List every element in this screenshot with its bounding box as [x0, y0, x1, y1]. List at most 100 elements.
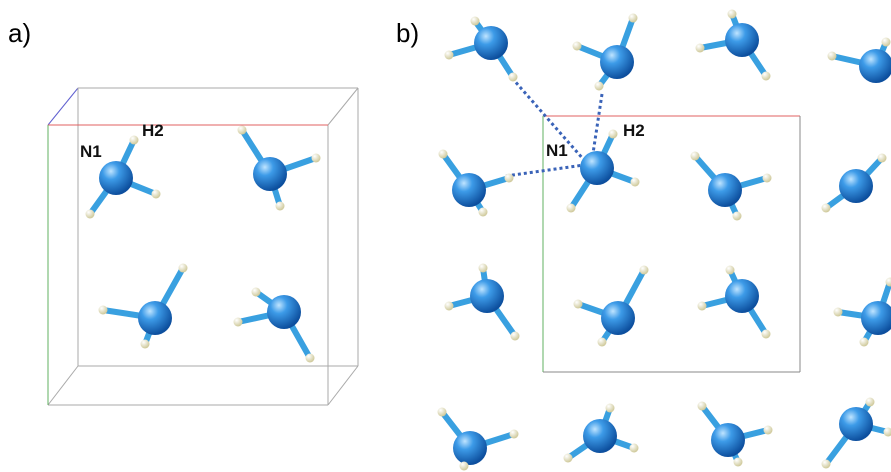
- nitrogen-atom: [725, 23, 759, 57]
- hydrogen-atom: [510, 331, 520, 341]
- hydrogen-atom: [821, 203, 831, 213]
- atom-label-n1: N1: [80, 142, 102, 161]
- ammonia-molecule: [821, 397, 891, 469]
- molecules-panel-b: [437, 9, 891, 471]
- ammonia-molecule: [827, 37, 891, 83]
- ammonia-molecule: [572, 13, 638, 91]
- hydrogen-atom: [821, 459, 831, 469]
- hydrogen-atom: [827, 51, 837, 61]
- hydrogen-atom: [566, 203, 576, 213]
- nitrogen-atom: [99, 161, 133, 195]
- hydrogen-atom: [311, 153, 321, 163]
- hydrogen-atom: [478, 263, 488, 273]
- hydrogen-atom: [629, 443, 639, 453]
- ammonia-molecule: [85, 135, 161, 219]
- hydrogen-atom: [727, 9, 737, 19]
- nitrogen-atom: [839, 407, 873, 441]
- nitrogen-atom: [861, 301, 891, 335]
- hydrogen-atom: [762, 173, 772, 183]
- ammonia-molecule: [695, 9, 771, 81]
- hydrogen-atom: [761, 329, 771, 339]
- hydrogen-atom: [630, 177, 640, 187]
- hydrogen-atom: [444, 301, 454, 311]
- hydrogen-atom: [237, 125, 247, 135]
- hydrogen-atom: [478, 207, 488, 217]
- ammonia-molecule: [573, 265, 649, 347]
- hydrogen-atom: [509, 429, 519, 439]
- nitrogen-atom: [138, 301, 172, 335]
- hydrogen-bonds: [505, 77, 604, 178]
- cell-edge: [47, 365, 79, 406]
- cell-edge: [327, 365, 359, 406]
- hydrogen-atom: [608, 129, 618, 139]
- hydrogen-atom: [305, 353, 315, 363]
- nitrogen-atom: [708, 173, 742, 207]
- nitrogen-atom: [711, 423, 745, 457]
- hydrogen-atom: [140, 339, 150, 349]
- ammonia-molecule: [98, 263, 188, 349]
- unit-cell-box-a: [47, 87, 359, 406]
- panel-a-label: a): [8, 18, 31, 48]
- hydrogen-atom: [628, 13, 638, 23]
- hydrogen-atom: [605, 403, 615, 413]
- panel-b-label: b): [396, 18, 419, 48]
- hydrogen-atom: [85, 209, 95, 219]
- hydrogen-atom: [865, 397, 875, 407]
- hydrogen-atom: [251, 287, 261, 297]
- hydrogen-atom: [459, 461, 469, 471]
- molecules-panel-a: [85, 125, 321, 363]
- hydrogen-atom: [697, 401, 707, 411]
- hydrogen-atom: [725, 265, 735, 275]
- hydrogen-atom: [697, 301, 707, 311]
- ammonia-molecule: [563, 403, 639, 463]
- hydrogen-atom: [639, 265, 649, 275]
- hydrogen-atom: [573, 299, 583, 309]
- nitrogen-atom: [474, 26, 508, 60]
- ammonia-molecule: [697, 265, 771, 339]
- atom-label-h2: H2: [142, 121, 164, 140]
- ammonia-molecule: [444, 263, 520, 341]
- unit-cell-box-b: [542, 115, 801, 373]
- nitrogen-atom: [470, 279, 504, 313]
- nitrogen-atom: [600, 45, 634, 79]
- hydrogen-atom: [444, 50, 454, 60]
- hydrogen-atom: [761, 71, 771, 81]
- hydrogen-bond: [590, 93, 604, 161]
- cell-edge: [47, 87, 79, 126]
- hydrogen-atom: [594, 81, 604, 91]
- hydrogen-atom: [695, 43, 705, 53]
- ammonia-molecule: [233, 287, 315, 363]
- nitrogen-atom: [453, 431, 487, 465]
- hydrogen-atom: [877, 153, 887, 163]
- nitrogen-atom: [583, 419, 617, 453]
- ammonia-molecule: [821, 153, 887, 213]
- ammonia-molecule: [833, 277, 891, 347]
- hydrogen-atom: [733, 457, 743, 467]
- nitrogen-atom: [859, 49, 891, 83]
- hydrogen-atom: [563, 453, 573, 463]
- ammonia-molecule: [237, 125, 321, 211]
- hydrogen-atom: [233, 317, 243, 327]
- hydrogen-atom: [438, 149, 448, 159]
- hydrogen-atom: [129, 135, 139, 145]
- nitrogen-atom: [725, 279, 759, 313]
- hydrogen-atom: [833, 307, 843, 317]
- hydrogen-bond: [510, 77, 586, 161]
- nitrogen-atom: [839, 169, 873, 203]
- hydrogen-atom: [597, 337, 607, 347]
- panel-a: a) N1 H2: [8, 18, 359, 406]
- nitrogen-atom: [452, 173, 486, 207]
- atom-label-h2: H2: [623, 121, 645, 140]
- ammonia-molecule: [566, 129, 640, 213]
- hydrogen-atom: [504, 173, 514, 183]
- hydrogen-atom: [881, 37, 891, 47]
- hydrogen-bond: [505, 163, 585, 178]
- ammonia-molecule: [437, 407, 519, 471]
- hydrogen-atom: [508, 72, 518, 82]
- hydrogen-atom: [885, 277, 891, 287]
- hydrogen-atom: [572, 41, 582, 51]
- hydrogen-atom: [178, 263, 188, 273]
- hydrogen-atom: [883, 427, 891, 437]
- cell-edge: [327, 87, 359, 126]
- ammonia-molecule: [690, 151, 772, 221]
